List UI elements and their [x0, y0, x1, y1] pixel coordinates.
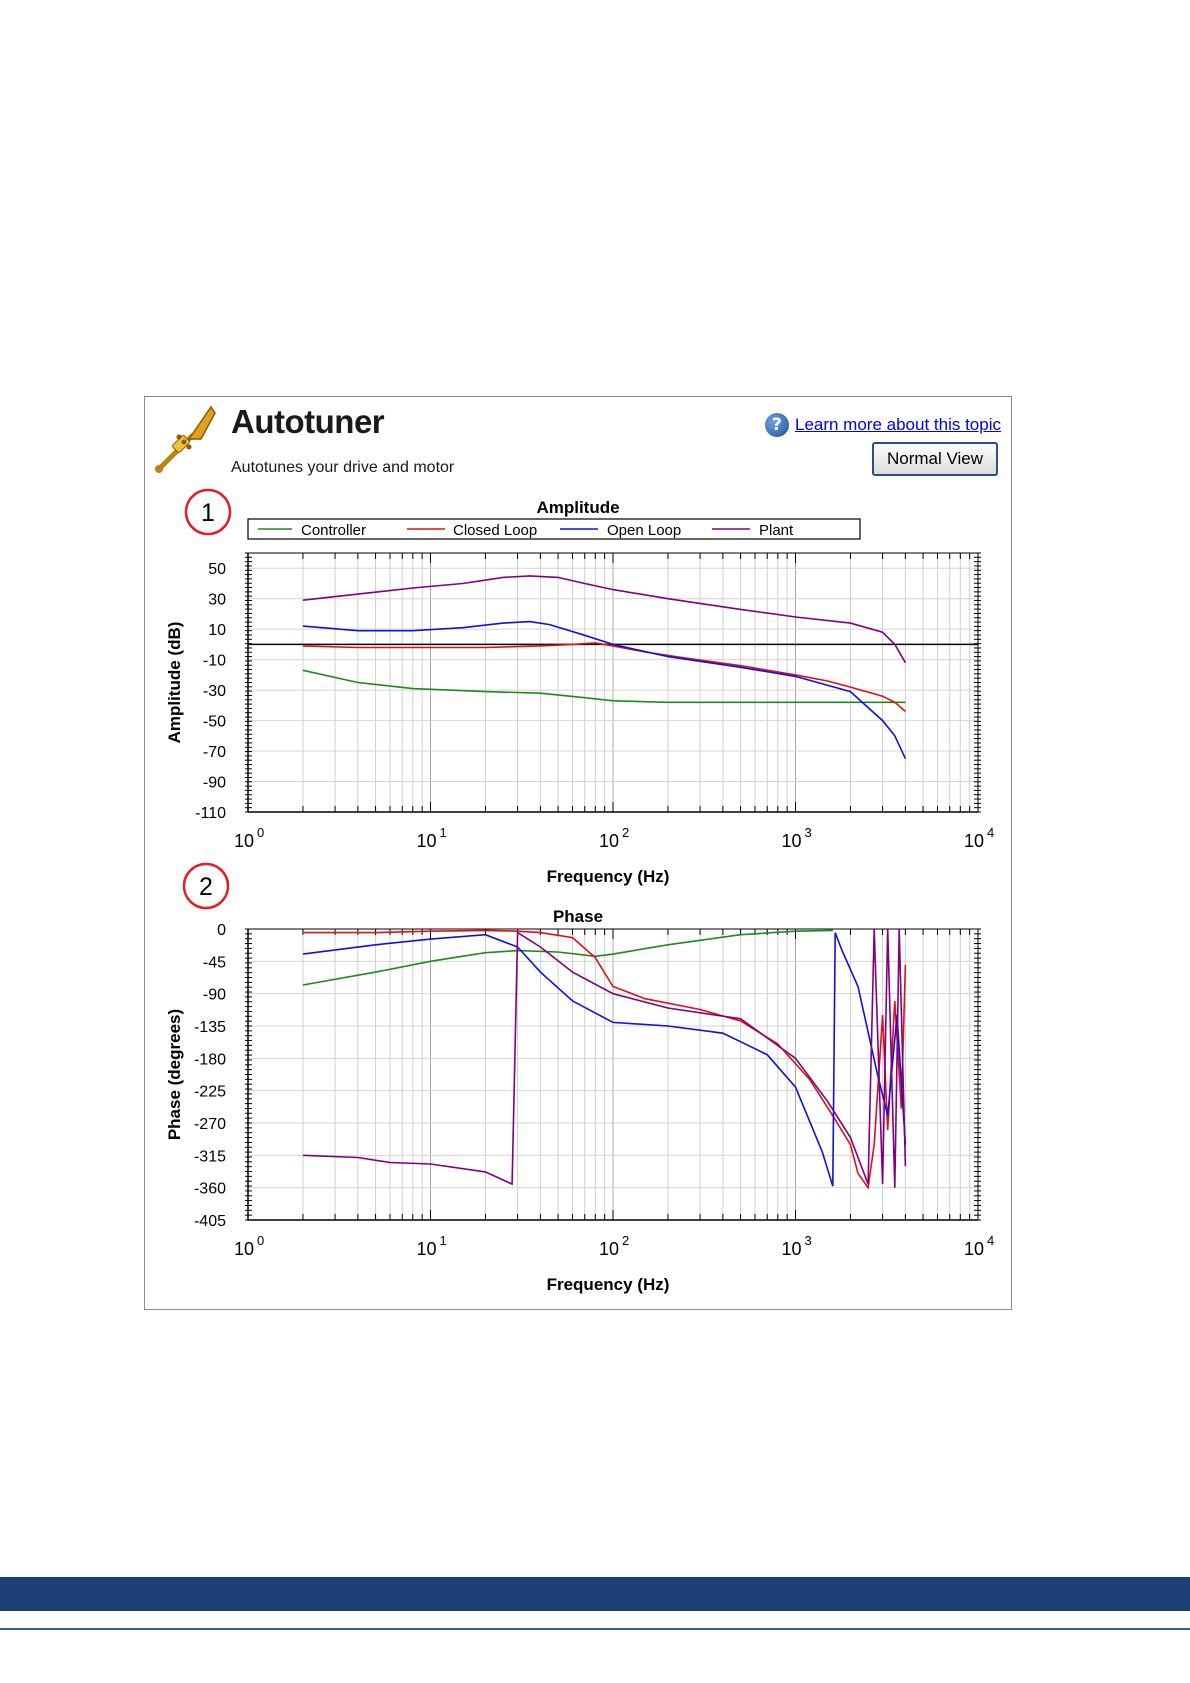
legend-label-controller: Controller: [301, 522, 366, 539]
phase-x-tick-exp: 0: [257, 1233, 264, 1248]
phase-x-tick-exp: 2: [622, 1233, 629, 1248]
amplitude-x-tick-label: 10: [234, 831, 254, 851]
amplitude-x-axis-label: Frequency (Hz): [547, 867, 670, 886]
phase-chart: Phase 0 -45 -90 -135 -180 -225 -270 -315 -360 -40…: [165, 907, 994, 1294]
legend-item-open-loop: Open Loop: [560, 522, 681, 539]
amplitude-legend: Controller Closed Loop Open Loop Plant: [247, 518, 861, 540]
amplitude-series-controller: [302, 669, 906, 704]
phase-x-tick-label: 10: [234, 1239, 254, 1259]
phase-y-tick-label: -360: [194, 1181, 226, 1198]
amplitude-y-tick-label: -70: [203, 744, 226, 761]
amplitude-series-open-loop: [302, 620, 907, 760]
phase-y-tick-label: -225: [194, 1084, 226, 1101]
phase-y-tick-label: -405: [194, 1213, 226, 1230]
page-title: Autotuner: [231, 403, 385, 440]
amplitude-y-tick-label: -110: [195, 805, 226, 822]
phase-x-tick-exp: 1: [440, 1233, 447, 1248]
phase-x-tick-label: 10: [781, 1239, 801, 1259]
footer-bar: [0, 1577, 1190, 1611]
page-subtitle: Autotunes your drive and motor: [231, 459, 455, 476]
phase-x-tick-label: 10: [416, 1239, 436, 1259]
legend-label-plant: Plant: [759, 522, 794, 539]
callout-1-label: 1: [201, 499, 215, 527]
amplitude-y-tick-label: -90: [203, 775, 226, 792]
amplitude-x-tick-label: 10: [599, 831, 619, 851]
amplitude-y-tick-label: -50: [203, 714, 226, 731]
phase-series-plant: [302, 928, 907, 1188]
amplitude-chart: Amplitude Controller Closed Loop Open Lo…: [165, 498, 994, 886]
phase-y-tick-label: -180: [194, 1051, 226, 1068]
amplitude-x-tick-label: 10: [416, 831, 436, 851]
phase-y-tick-label: -90: [203, 987, 226, 1004]
amplitude-x-tick-exp: 3: [805, 825, 812, 840]
phase-y-tick-label: -135: [194, 1019, 226, 1036]
question-icon[interactable]: ?: [764, 413, 789, 437]
normal-view-button[interactable]: Normal View: [872, 442, 998, 476]
learn-more-link[interactable]: Learn more about this topic: [794, 415, 1001, 434]
amplitude-x-tick-label: 10: [964, 831, 984, 851]
phase-chart-title: Phase: [553, 907, 603, 926]
phase-x-axis-label: Frequency (Hz): [547, 1275, 670, 1294]
phase-y-axis-label: Phase (degrees): [165, 1009, 184, 1140]
phase-y-tick-label: -270: [194, 1116, 226, 1133]
help-area: ? Learn more about this topic: [764, 413, 1001, 437]
amplitude-y-axis-label: Amplitude (dB): [165, 622, 184, 744]
amplitude-y-tick-label: 30: [208, 592, 226, 609]
legend-item-closed-loop: Closed Loop: [407, 522, 537, 539]
trumpet-icon: [155, 405, 216, 473]
amplitude-x-tick-exp: 2: [622, 825, 629, 840]
phase-x-tick-label: 10: [599, 1239, 619, 1259]
amplitude-x-tick-label: 10: [781, 831, 801, 851]
amplitude-series-plant: [302, 575, 907, 664]
amplitude-x-tick-exp: 0: [257, 825, 264, 840]
phase-x-tick-exp: 3: [805, 1233, 812, 1248]
callout-2: 2: [182, 862, 230, 910]
amplitude-x-tick-exp: 4: [987, 825, 994, 840]
amplitude-chart-title: Amplitude: [536, 498, 619, 517]
amplitude-y-tick-label: 50: [208, 561, 226, 578]
legend-label-open-loop: Open Loop: [607, 522, 681, 539]
phase-y-tick-label: -45: [203, 954, 226, 971]
legend-label-closed-loop: Closed Loop: [453, 522, 537, 539]
footer-line: [0, 1628, 1190, 1630]
phase-x-tick-exp: 4: [987, 1233, 994, 1248]
phase-y-tick-label: -315: [194, 1148, 226, 1165]
amplitude-y-tick-label: 10: [208, 622, 226, 639]
phase-y-tick-label: 0: [217, 922, 226, 939]
callout-2-label: 2: [199, 873, 213, 901]
phase-series-controller: [302, 929, 833, 986]
amplitude-x-tick-exp: 1: [440, 825, 447, 840]
legend-item-controller: Controller: [258, 522, 366, 539]
charts-canvas: 1 2 Amplitude Controller Closed Loop Ope…: [165, 488, 994, 1294]
callout-1: 1: [184, 488, 232, 536]
phase-x-tick-label: 10: [964, 1239, 984, 1259]
amplitude-y-tick-label: -30: [203, 683, 226, 700]
legend-item-plant: Plant: [712, 522, 794, 539]
amplitude-y-tick-label: -10: [203, 653, 226, 670]
